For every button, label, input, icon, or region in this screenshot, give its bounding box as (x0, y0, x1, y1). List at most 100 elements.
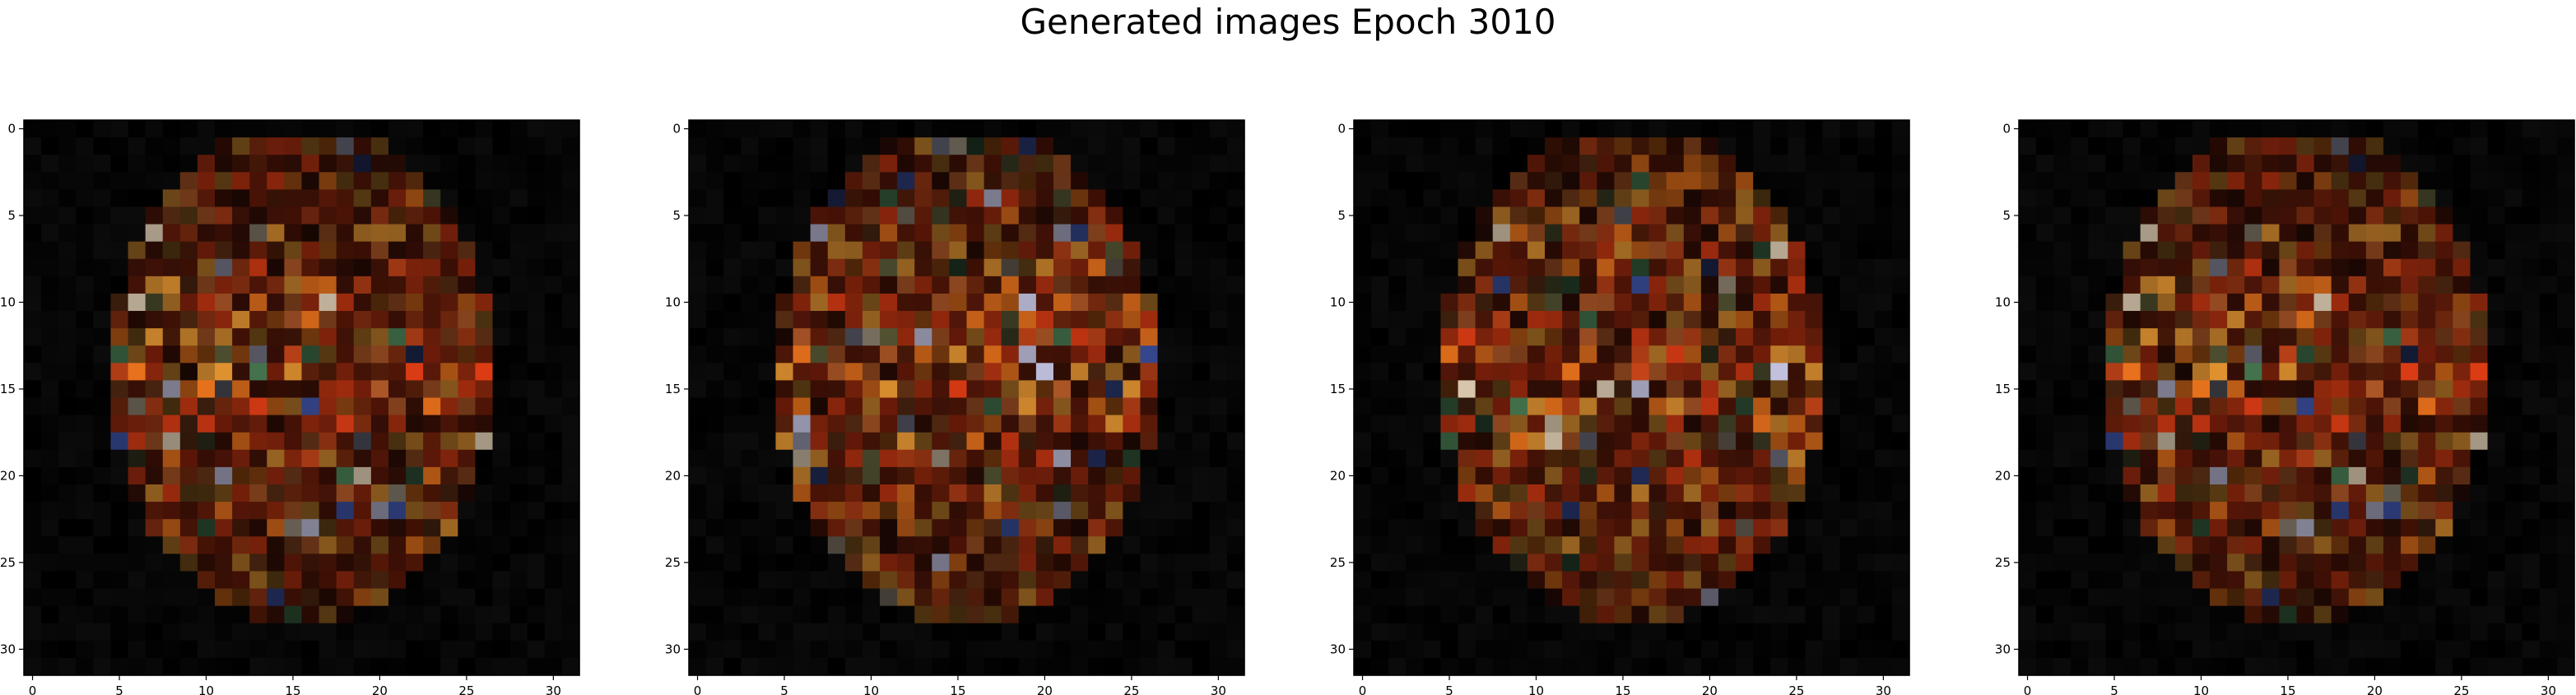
image-pixel (1562, 536, 1580, 554)
image-pixel (1597, 224, 1615, 243)
image-pixel (284, 519, 303, 537)
x-tick-label: 30 (2541, 683, 2556, 695)
image-pixel (215, 623, 233, 642)
image-pixel (1700, 276, 1719, 294)
image-pixel (932, 276, 950, 294)
image-pixel (2365, 241, 2384, 260)
image-pixel (2157, 657, 2176, 676)
image-pixel (1857, 276, 1876, 294)
image-pixel (1492, 276, 1511, 294)
image-pixel (1035, 519, 1054, 537)
image-pixel (179, 137, 198, 155)
image-pixel (1718, 536, 1737, 554)
image-pixel (758, 363, 777, 381)
image-pixel (966, 466, 985, 485)
image-pixel (561, 120, 580, 138)
image-pixel (1839, 536, 1858, 554)
image-pixel (2435, 155, 2453, 173)
image-pixel (2453, 120, 2471, 138)
image-pixel (827, 605, 846, 624)
image-pixel (793, 137, 811, 155)
image-pixel (949, 328, 968, 346)
image-pixel (1423, 657, 1442, 676)
image-pixel (1035, 657, 1054, 676)
image-pixel (1700, 155, 1719, 173)
image-pixel (215, 345, 233, 364)
image-pixel (1788, 449, 1806, 468)
image-pixel (1406, 571, 1424, 590)
image-pixel (2088, 311, 2107, 329)
image-pixel (2071, 224, 2089, 243)
image-pixel (775, 519, 794, 537)
image-pixel (1700, 172, 1719, 190)
image-pixel (492, 519, 511, 537)
image-pixel (2210, 241, 2228, 260)
image-pixel (1018, 258, 1037, 277)
image-pixel (145, 449, 164, 468)
image-pixel (1614, 554, 1633, 572)
image-pixel (1388, 640, 1407, 659)
image-pixel (41, 484, 59, 503)
image-pixel (1458, 311, 1476, 329)
image-pixel (1105, 502, 1123, 520)
image-pixel (1388, 449, 1407, 468)
image-pixel (2383, 120, 2402, 138)
image-pixel (1788, 415, 1806, 433)
image-pixel (1614, 605, 1633, 624)
image-pixel (1891, 640, 1910, 659)
image-pixel (2418, 363, 2436, 381)
image-pixel (128, 536, 146, 554)
image-pixel (2140, 397, 2159, 416)
image-pixel (1562, 380, 1580, 399)
image-pixel (2071, 363, 2089, 381)
image-pixel (983, 224, 1002, 243)
image-pixel (2435, 276, 2453, 294)
image-pixel (1123, 172, 1142, 190)
image-pixel (1071, 502, 1089, 520)
image-pixel (2244, 623, 2262, 642)
image-pixel (215, 588, 233, 607)
image-pixel (319, 224, 337, 243)
image-pixel (1226, 172, 1245, 190)
image-pixel (2487, 137, 2506, 155)
image-pixel (706, 345, 724, 364)
image-pixel (897, 293, 915, 312)
image-pixel (1614, 415, 1633, 433)
image-pixel (2192, 380, 2211, 399)
image-pixel (966, 519, 985, 537)
image-pixel (1475, 415, 1494, 433)
image-pixel (2348, 554, 2367, 572)
image-pixel (197, 206, 216, 225)
image-pixel (1597, 466, 1615, 485)
image-pixel (1648, 519, 1667, 537)
image-pixel (758, 640, 777, 659)
image-pixel (1140, 449, 1159, 468)
image-pixel (1614, 172, 1633, 190)
image-pixel (1406, 155, 1424, 173)
image-pixel (284, 120, 303, 138)
image-pixel (2227, 571, 2245, 590)
image-pixel (353, 484, 372, 503)
image-pixel (1475, 172, 1494, 190)
image-pixel (810, 328, 829, 346)
image-pixel (1509, 172, 1528, 190)
image-pixel (1753, 519, 1771, 537)
image-pixel (2088, 189, 2107, 208)
x-tick-label: 10 (198, 683, 214, 695)
image-pixel (2487, 640, 2506, 659)
image-pixel (1226, 276, 1245, 294)
image-pixel (58, 206, 77, 225)
image-pixel (458, 137, 477, 155)
image-pixel (406, 484, 424, 503)
image-pixel (423, 605, 441, 624)
image-pixel (1423, 120, 1442, 138)
image-pixel (1839, 293, 1858, 312)
image-pixel (162, 536, 181, 554)
image-pixel (336, 206, 355, 225)
image-pixel (2227, 206, 2245, 225)
image-pixel (284, 554, 303, 572)
image-pixel (1105, 363, 1123, 381)
image-pixel (2105, 605, 2124, 624)
image-pixel (128, 554, 146, 572)
image-pixel (2227, 536, 2245, 554)
